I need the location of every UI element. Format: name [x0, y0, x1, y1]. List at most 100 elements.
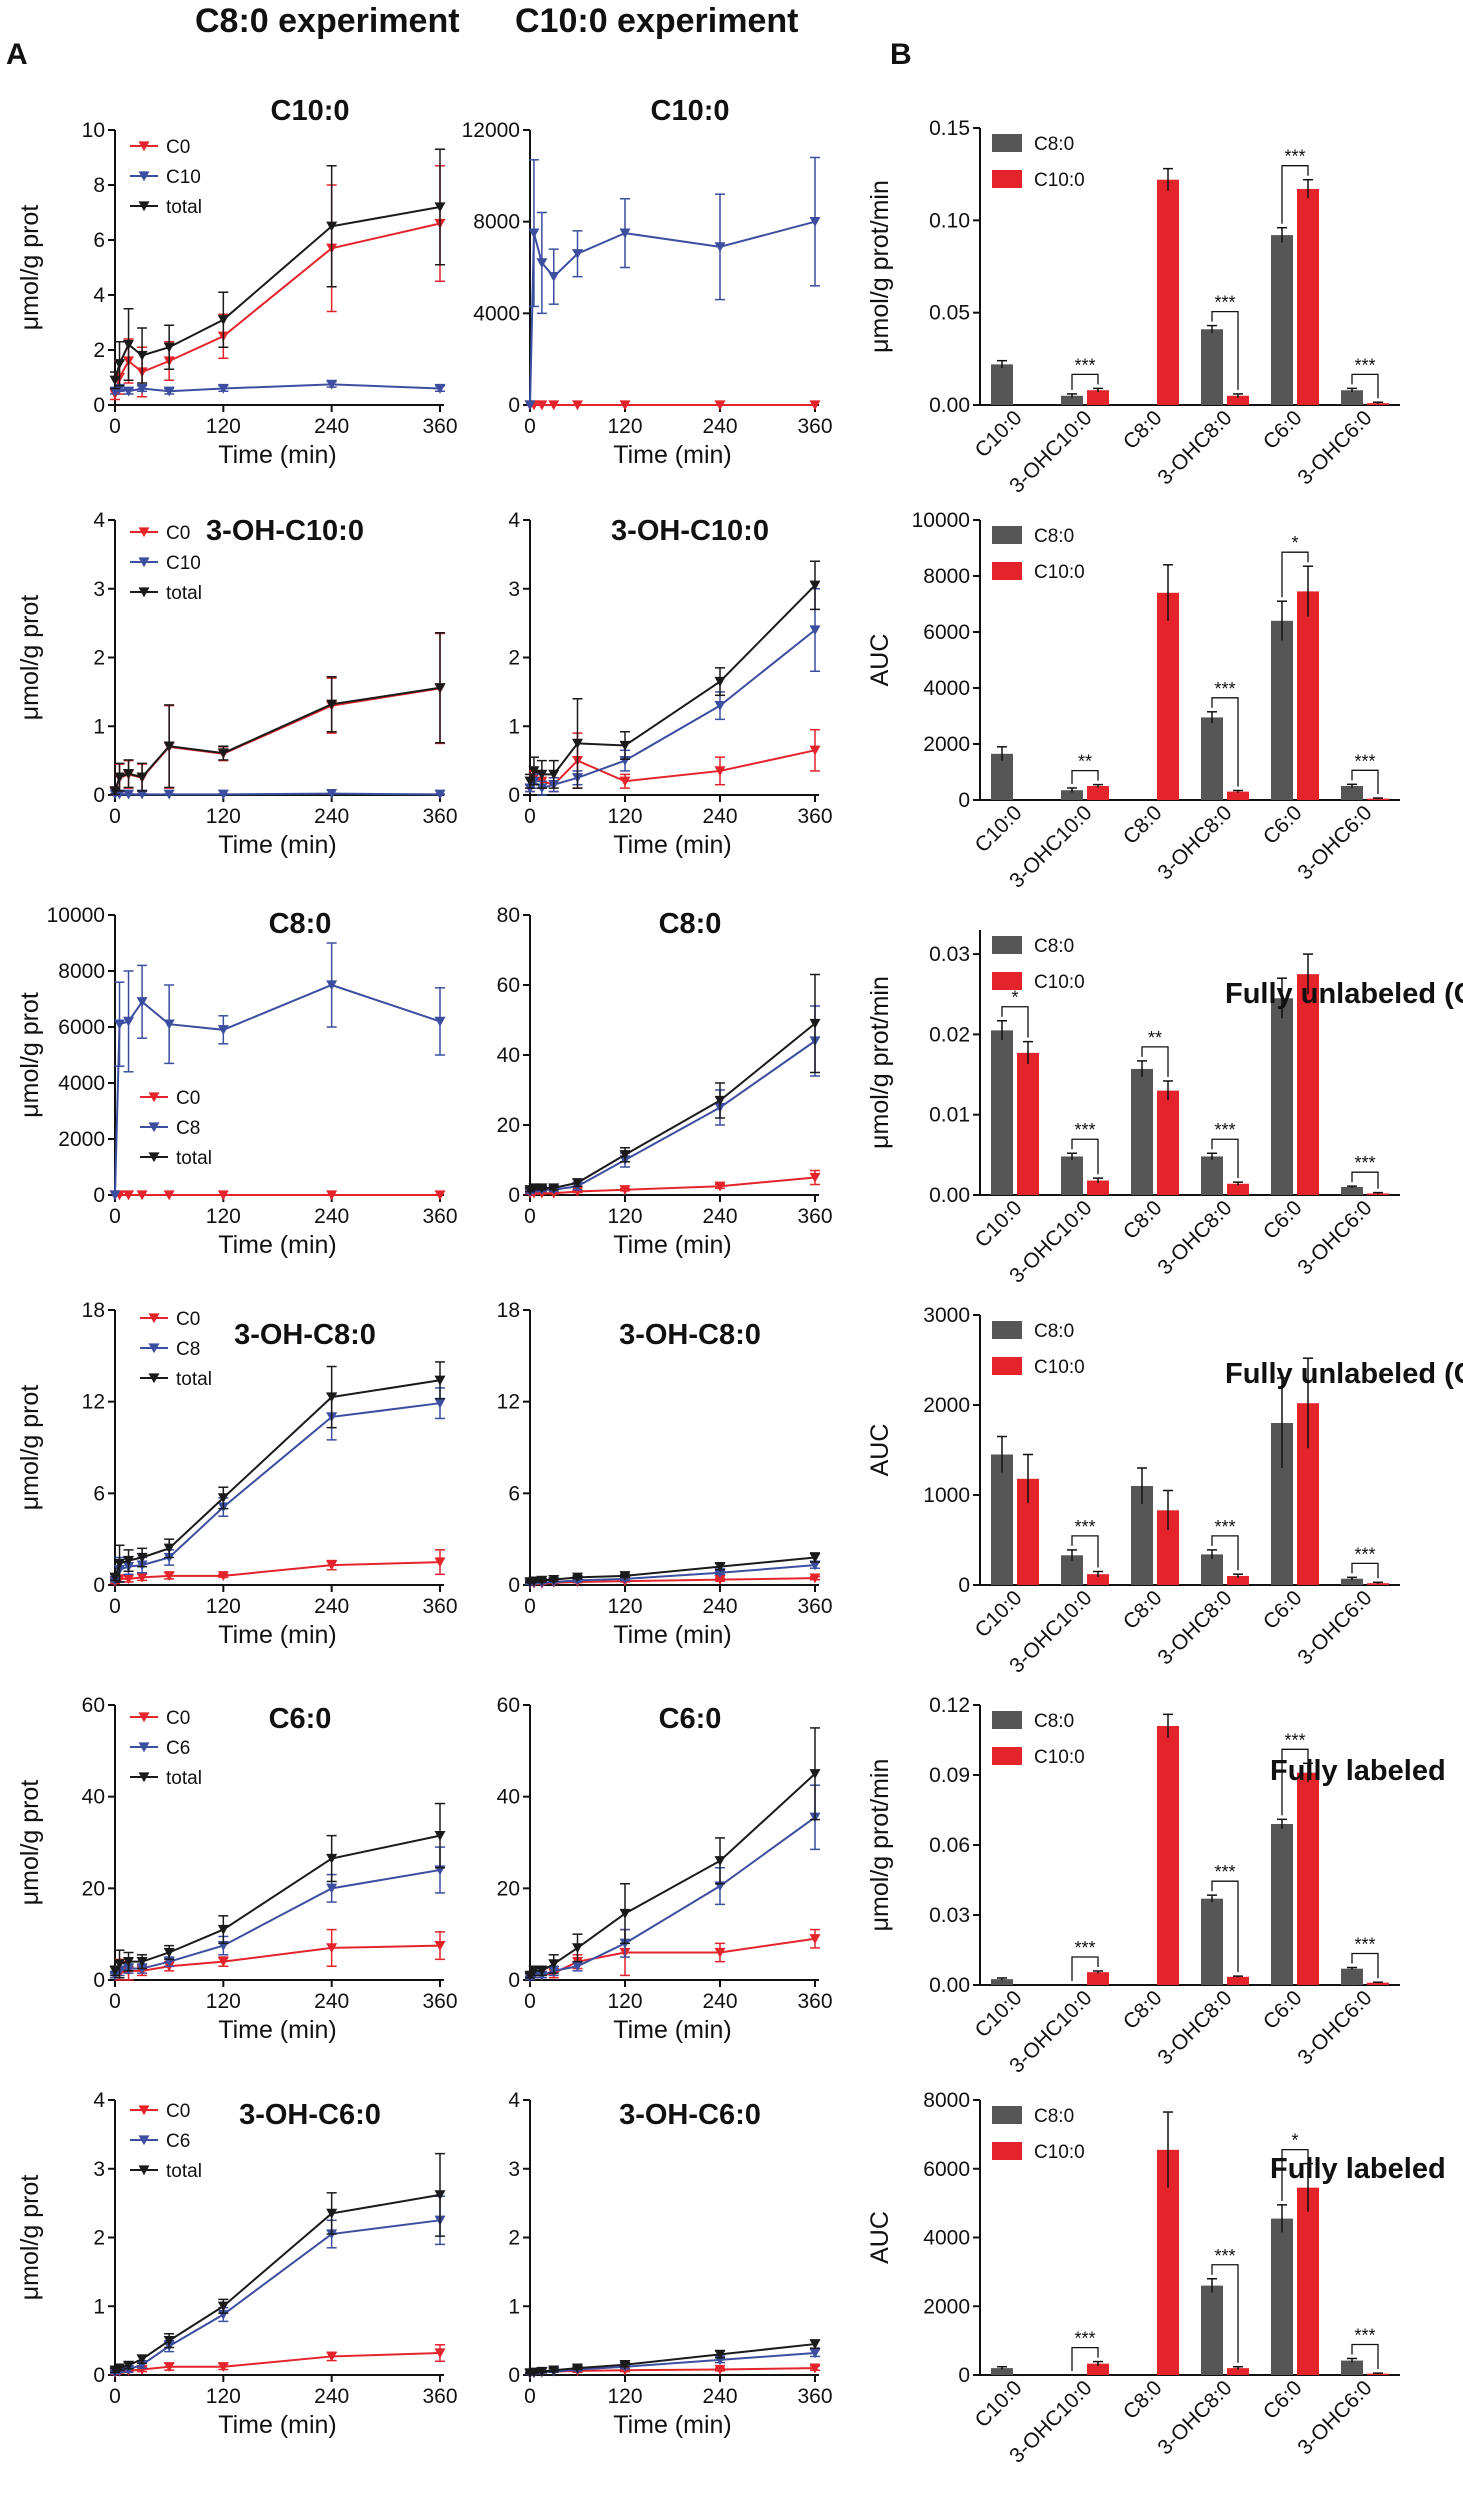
significance-bracket — [1001, 1006, 1029, 1038]
data-point-c10 — [136, 789, 148, 800]
data-point-total — [109, 1966, 121, 1977]
significance-bracket — [1211, 1138, 1239, 1179]
y-tick-label: 0 — [508, 784, 520, 807]
y-tick-label: 8000 — [923, 2089, 970, 2112]
legend-marker — [138, 2135, 150, 2146]
y-axis-label: μmol/g prot — [16, 205, 44, 331]
y-tick-label: 0 — [93, 1969, 105, 1992]
data-point-total — [809, 2339, 821, 2350]
data-point-total — [809, 1552, 821, 1563]
data-point-total — [326, 1392, 338, 1403]
data-point-c10 — [123, 386, 135, 397]
y-tick-label: 4 — [93, 509, 105, 532]
x-axis-label: Time (min) — [613, 1621, 732, 1649]
legend-label: total — [166, 583, 202, 604]
data-point-total — [123, 1555, 135, 1566]
significance-bracket — [1211, 310, 1239, 390]
data-point-total — [163, 2335, 175, 2346]
data-point-total — [536, 1966, 548, 1977]
data-point-c6 — [136, 2360, 148, 2370]
category-label: C6:0 — [1259, 1196, 1307, 1244]
legend-label: C8:0 — [1034, 2106, 1074, 2127]
legend-swatch — [992, 2106, 1022, 2124]
significance-label: *** — [1284, 1730, 1305, 1750]
series-line-c0 — [114, 1944, 441, 1977]
legend-label: C10:0 — [1034, 1357, 1085, 1378]
y-tick-label: 0 — [508, 394, 520, 417]
bar-C8-0 — [1341, 1578, 1363, 1585]
legend-marker — [138, 171, 150, 182]
x-tick-label: 360 — [422, 2385, 457, 2408]
y-tick-label: 0.03 — [929, 943, 970, 966]
series-line-c8 — [529, 1040, 816, 1193]
legend-label: C10:0 — [1034, 562, 1085, 583]
data-point-total — [434, 683, 446, 693]
series-line-c10 — [115, 792, 441, 796]
legend-label: total — [166, 2161, 202, 2182]
category-label: C10:0 — [971, 2376, 1027, 2432]
bar-C8-0 — [991, 1030, 1013, 1195]
data-point-total — [619, 1150, 631, 1160]
y-tick-label: 12 — [497, 1391, 520, 1414]
category-label: C10:0 — [971, 801, 1027, 857]
data-point-c0 — [163, 1190, 175, 1201]
data-point-total — [536, 1575, 548, 1586]
legend-label: C10:0 — [1034, 170, 1085, 191]
category-label: 3-OHC8:0 — [1153, 1586, 1236, 1669]
data-point-c8 — [163, 1019, 175, 1030]
legend-swatch — [992, 134, 1022, 152]
panel-label-b: B — [890, 38, 912, 71]
x-tick-label: 0 — [109, 1205, 121, 1228]
data-point-total — [572, 1178, 583, 1188]
legend-marker — [138, 1712, 150, 1723]
data-point-c10 — [434, 383, 446, 394]
y-tick-label: 0.02 — [929, 1023, 970, 1046]
x-tick-label: 120 — [607, 415, 642, 438]
header-c10-experiment: C10:0 experiment — [515, 2, 798, 40]
y-tick-label: 0 — [958, 1574, 970, 1597]
y-tick-label: 8000 — [58, 960, 105, 983]
legend-marker — [138, 527, 150, 538]
y-tick-label: 0.01 — [929, 1104, 970, 1127]
x-tick-label: 360 — [797, 1595, 832, 1618]
legend-swatch — [992, 936, 1022, 954]
data-point-total — [217, 2301, 229, 2312]
category-label: C6:0 — [1259, 1986, 1307, 2034]
x-tick-label: 240 — [702, 1205, 737, 1228]
x-tick-label: 240 — [314, 1595, 349, 1618]
significance-label: *** — [1354, 1935, 1375, 1955]
series-line-total — [114, 2193, 441, 2372]
y-tick-label: 6 — [93, 1482, 105, 1505]
data-point-c10 — [619, 228, 631, 239]
y-tick-label: 0 — [958, 2364, 970, 2387]
legend-label: C0 — [166, 1708, 190, 1729]
data-point-c10 — [528, 228, 540, 239]
significance-bracket — [1071, 1535, 1099, 1568]
data-point-total — [326, 221, 338, 232]
legend-label: C10:0 — [1034, 1747, 1085, 1768]
series-line-total — [529, 584, 816, 782]
data-point-c0 — [217, 1571, 229, 1582]
series-line-total — [114, 206, 441, 381]
significance-label: *** — [1354, 2326, 1375, 2346]
series-line-c10 — [114, 383, 441, 393]
bar-C10-0 — [1297, 974, 1319, 1195]
bar-C8-0 — [1271, 2218, 1293, 2375]
data-point-c0 — [809, 1573, 821, 1584]
bar-C10-0 — [1297, 2187, 1319, 2375]
significance-bracket — [1351, 2343, 1379, 2370]
series-line-c6 — [114, 2219, 441, 2374]
x-tick-label: 0 — [524, 415, 536, 438]
category-label: C10:0 — [971, 1586, 1027, 1642]
y-tick-label: 6000 — [58, 1016, 105, 1039]
data-point-c0 — [548, 400, 560, 411]
data-point-c10 — [524, 400, 536, 411]
significance-label: *** — [1214, 1517, 1235, 1537]
data-point-total — [619, 740, 631, 751]
x-tick-label: 360 — [422, 1595, 457, 1618]
significance-label: *** — [1214, 293, 1235, 313]
legend-marker — [138, 587, 150, 598]
bar-chart-4: 0.00 0.03 0.06 0.09 0.12 μmol/g prot/min *** **… — [866, 1694, 1446, 2078]
